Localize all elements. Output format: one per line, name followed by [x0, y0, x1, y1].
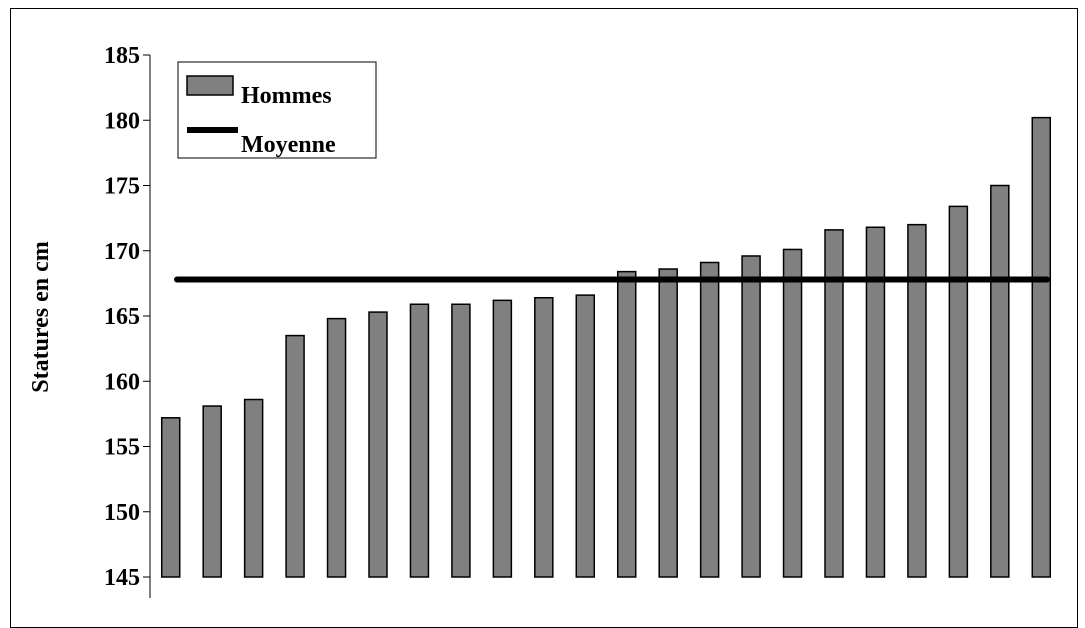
y-tick-label: 155	[104, 435, 140, 461]
bar-hommes	[1031, 116, 1052, 578]
legend: Hommes Moyenne	[177, 61, 377, 159]
bar-hommes	[575, 294, 596, 578]
bar-hommes	[160, 417, 181, 578]
y-tick-label: 165	[104, 304, 140, 330]
bar-hommes	[616, 270, 637, 578]
legend-swatch-hommes	[186, 75, 234, 96]
bar-hommes	[948, 205, 969, 578]
bar-hommes	[699, 261, 720, 578]
bar-hommes	[492, 299, 513, 578]
y-axis-title: Statures en cm	[28, 241, 54, 393]
bar-hommes	[326, 317, 347, 578]
legend-label-moyenne: Moyenne	[241, 132, 336, 158]
y-tick-label: 185	[104, 43, 140, 69]
bar-hommes	[368, 311, 388, 578]
bar-hommes	[202, 405, 222, 578]
y-tick-label: 160	[104, 369, 140, 395]
bar-hommes	[741, 255, 761, 578]
bar-hommes	[865, 226, 886, 578]
bar-hommes	[990, 184, 1010, 578]
bar-hommes	[534, 296, 554, 578]
bar-hommes	[285, 334, 305, 578]
legend-label-hommes: Hommes	[241, 83, 332, 109]
y-tick-label: 175	[104, 174, 140, 200]
y-axis-ticks: 145 150 155 160 165 170 175 180 185	[104, 43, 150, 591]
bar-hommes	[243, 398, 264, 578]
y-tick-label: 180	[104, 108, 140, 134]
y-tick-label: 170	[104, 239, 140, 265]
bar-hommes	[824, 229, 844, 578]
y-tick-label: 145	[104, 565, 140, 591]
y-tick-label: 150	[104, 500, 140, 526]
bar-hommes	[782, 248, 803, 578]
bars-group	[160, 116, 1052, 578]
bar-hommes	[658, 268, 678, 578]
bar-hommes	[451, 303, 471, 578]
bar-hommes	[907, 223, 927, 578]
bar-hommes	[409, 303, 430, 578]
